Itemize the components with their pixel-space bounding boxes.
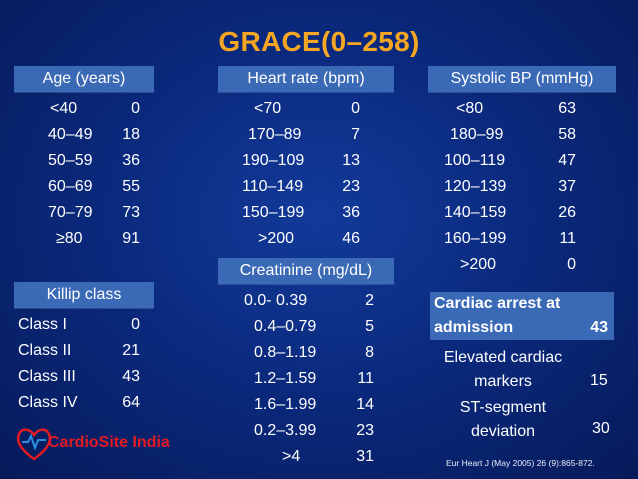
st-segment-label: ST-segment deviation [432,396,574,444]
heart-rate-header: Heart rate (bpm) [218,66,394,92]
row-label: 190–109 [242,152,305,169]
row-label: >200 [258,230,295,247]
row-label: Class I [18,316,67,333]
row-label: 0.8–1.19 [254,344,317,361]
row-value: 0 [567,256,576,273]
age-header: Age (years) [14,66,154,92]
row-value: 37 [558,178,576,195]
row-value: 91 [122,230,140,247]
row-label: 70–79 [48,204,93,221]
row-value: 58 [558,126,576,143]
row-label: 180–99 [450,126,504,143]
row-value: 11 [357,370,374,387]
row-value: 18 [122,126,140,143]
row-value: 2 [365,292,374,309]
row-value: 0 [131,316,140,333]
row-label: Class II [18,342,72,359]
row-label: 150–199 [242,204,305,221]
row-value: 0 [131,100,140,117]
cardiac-arrest-label: Cardiac arrest at admission [434,295,561,336]
st-segment-line2: deviation [470,423,536,440]
killip-header: Killip class [14,282,154,308]
row-label: Class III [18,368,76,385]
row-value: 8 [365,344,374,361]
row-value: 46 [342,230,360,247]
creatinine-header: Creatinine (mg/dL) [218,258,394,284]
row-label: >200 [460,256,497,273]
row-label: <70 [254,100,282,117]
row-label: 60–69 [48,178,93,195]
row-label: 140–159 [444,204,507,221]
row-value: 73 [122,204,140,221]
page-title: GRACE(0–258) [218,26,420,57]
row-value: 23 [342,178,360,195]
row-label: <40 [50,100,78,117]
row-label: 40–49 [48,126,93,143]
row-value: 23 [356,422,374,439]
row-label: 170–89 [248,126,302,143]
row-label: 120–139 [444,178,507,195]
row-label: Class IV [18,394,78,411]
reference-citation: Eur Heart J (May 2005) 26 (9):865-872. [446,458,595,468]
row-value: 36 [342,204,360,221]
logo-text: CardioSite India [48,434,170,451]
row-label: 50–59 [48,152,93,169]
row-value: 11 [559,230,576,247]
systolic-bp-header: Systolic BP (mmHg) [428,66,616,92]
row-value: 0 [351,100,360,117]
row-value: 13 [342,152,360,169]
elevated-markers-line1: Elevated cardiac [443,349,563,366]
row-value: 21 [122,342,140,359]
row-value: 14 [356,396,374,413]
row-label: 0.4–0.79 [254,318,317,335]
st-segment-value: 30 [592,420,610,437]
row-value: 63 [558,100,576,117]
row-value: 5 [365,318,374,335]
st-segment-line1: ST-segment [459,399,547,416]
row-label: 110–149 [242,178,304,195]
row-value: 43 [122,368,140,385]
row-label: 0.2–3.99 [254,422,317,439]
row-label: 160–199 [444,230,507,247]
row-label: >4 [282,448,301,465]
row-value: 26 [558,204,576,221]
cardiosite-logo: CardioSite India [14,422,170,464]
cardiac-arrest-row: Cardiac arrest at admission 43 [430,292,614,340]
row-value: 55 [122,178,140,195]
heart-logo-icon [16,428,52,461]
cardiac-arrest-value: 43 [590,319,608,336]
row-label: 0.0- 0.39 [244,292,308,309]
elevated-markers-line2: markers [474,373,532,390]
row-label: 1.2–1.59 [254,370,317,387]
row-label: 100–119 [444,152,506,169]
row-value: 36 [122,152,140,169]
row-value: 64 [122,394,140,411]
row-label: 1.6–1.99 [254,396,317,413]
elevated-markers-value: 15 [590,372,608,389]
row-value: 31 [356,448,374,465]
row-value: 47 [558,152,576,169]
row-value: 7 [351,126,360,143]
row-label: ≥80 [56,230,83,247]
row-label: <80 [456,100,484,117]
elevated-markers-label: Elevated cardiac markers [432,346,574,394]
